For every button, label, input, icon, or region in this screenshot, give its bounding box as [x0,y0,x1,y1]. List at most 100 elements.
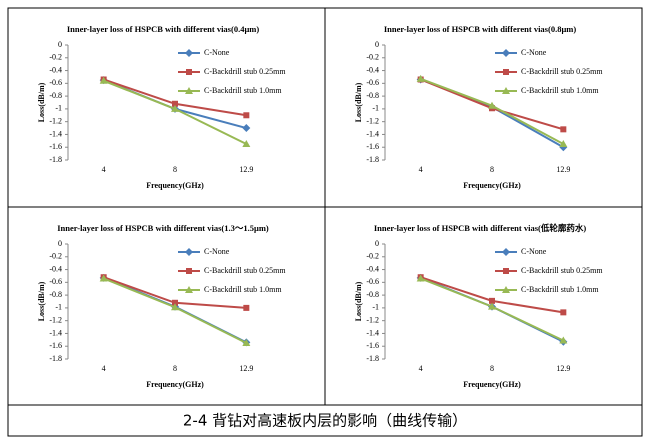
y-tick-label: -1.8 [366,155,379,164]
y-axis-title: Loss(dB/m) [37,82,46,122]
x-tick-label: 4 [102,165,106,174]
y-tick-label: -1.2 [366,116,379,125]
marker [243,304,250,311]
x-axis-title: Frequency(GHz) [463,181,521,190]
marker [502,286,510,293]
y-tick-label: -1.6 [49,142,62,151]
marker [186,69,192,75]
x-tick-label: 8 [173,364,177,373]
marker [560,126,567,133]
legend-label: C-None [521,48,547,57]
y-tick-label: -1 [55,104,62,113]
y-tick-label: 0 [58,239,62,248]
marker [416,274,425,282]
marker [502,87,510,94]
marker [172,100,178,107]
marker [488,302,496,310]
marker [489,297,495,304]
legend-label: C-None [204,247,230,256]
marker [503,69,509,75]
y-tick-label: -0.2 [366,53,379,62]
marker [185,248,193,256]
marker [416,74,425,82]
legend-label: C-Backdrill stub 1.0mm [204,285,282,294]
caption: 2-4 背钻对高速板内层的影响（曲线传输） [183,412,467,430]
y-tick-label: -1.8 [366,354,379,363]
y-tick-label: -0.4 [366,65,379,74]
marker [559,140,568,148]
y-tick-label: -0.2 [49,53,62,62]
y-tick-label: -1 [55,303,62,312]
x-axis-title: Frequency(GHz) [146,380,204,389]
y-tick-label: -1.2 [49,116,62,125]
marker [503,268,509,274]
legend-label: C-Backdrill stub 1.0mm [521,285,599,294]
y-tick-label: -1.8 [49,155,62,164]
y-tick-label: -1.6 [366,142,379,151]
marker [502,248,510,256]
y-tick-label: -0.2 [366,252,379,261]
y-tick-label: -0.6 [366,277,379,286]
x-tick-label: 8 [173,165,177,174]
y-tick-label: -0.8 [49,290,62,299]
y-tick-label: -0.6 [366,78,379,87]
x-tick-label: 4 [102,364,106,373]
marker [99,274,108,282]
x-axis-title: Frequency(GHz) [463,380,521,389]
x-tick-label: 4 [419,165,423,174]
y-tick-label: -1.4 [366,129,379,138]
y-tick-label: -1.4 [366,328,379,337]
y-tick-label: 0 [375,40,379,49]
chart-title: Inner-layer loss of HSPCB with different… [374,223,587,233]
chart-title: Inner-layer loss of HSPCB with different… [384,24,577,34]
y-tick-label: -0.8 [366,91,379,100]
chart-title: Inner-layer loss of HSPCB with different… [57,223,269,233]
marker [243,112,250,119]
marker [171,303,179,311]
marker [172,299,178,306]
x-tick-label: 12.9 [239,165,253,174]
y-tick-label: -0.6 [49,277,62,286]
y-tick-label: -1.4 [49,129,62,138]
legend-label: C-None [521,247,547,256]
y-tick-label: -1.4 [49,328,62,337]
marker [560,309,567,316]
marker [242,339,251,347]
marker [185,87,193,94]
y-tick-label: -1.8 [49,354,62,363]
y-axis-title: Loss(dB/m) [354,82,363,122]
y-tick-label: -0.8 [49,91,62,100]
legend-label: C-Backdrill stub 0.25mm [204,266,286,275]
legend-label: C-Backdrill stub 0.25mm [521,67,603,76]
y-tick-label: -0.4 [49,65,62,74]
x-tick-label: 12.9 [556,364,570,373]
marker [171,104,179,112]
legend-label: C-Backdrill stub 0.25mm [521,266,603,275]
x-tick-label: 8 [490,364,494,373]
x-tick-label: 8 [490,165,494,174]
x-tick-label: 4 [419,364,423,373]
y-tick-label: 0 [58,40,62,49]
y-tick-label: -0.6 [49,78,62,87]
y-tick-label: -0.4 [366,264,379,273]
y-tick-label: -1.2 [366,315,379,324]
marker [185,49,193,57]
marker [488,101,496,109]
y-tick-label: -0.8 [366,290,379,299]
y-tick-label: 0 [375,239,379,248]
y-tick-label: -1.6 [366,341,379,350]
chart-title: Inner-layer loss of HSPCB with different… [67,24,260,34]
y-tick-label: -1 [372,303,379,312]
y-tick-label: -1.6 [49,341,62,350]
marker [242,140,251,148]
legend-label: C-Backdrill stub 1.0mm [204,86,282,95]
x-axis-title: Frequency(GHz) [146,181,204,190]
marker [242,124,251,133]
y-axis-title: Loss(dB/m) [354,281,363,321]
marker [559,336,568,344]
y-tick-label: -1 [372,104,379,113]
marker [99,76,108,84]
y-tick-label: -0.4 [49,264,62,273]
legend-label: C-None [204,48,230,57]
